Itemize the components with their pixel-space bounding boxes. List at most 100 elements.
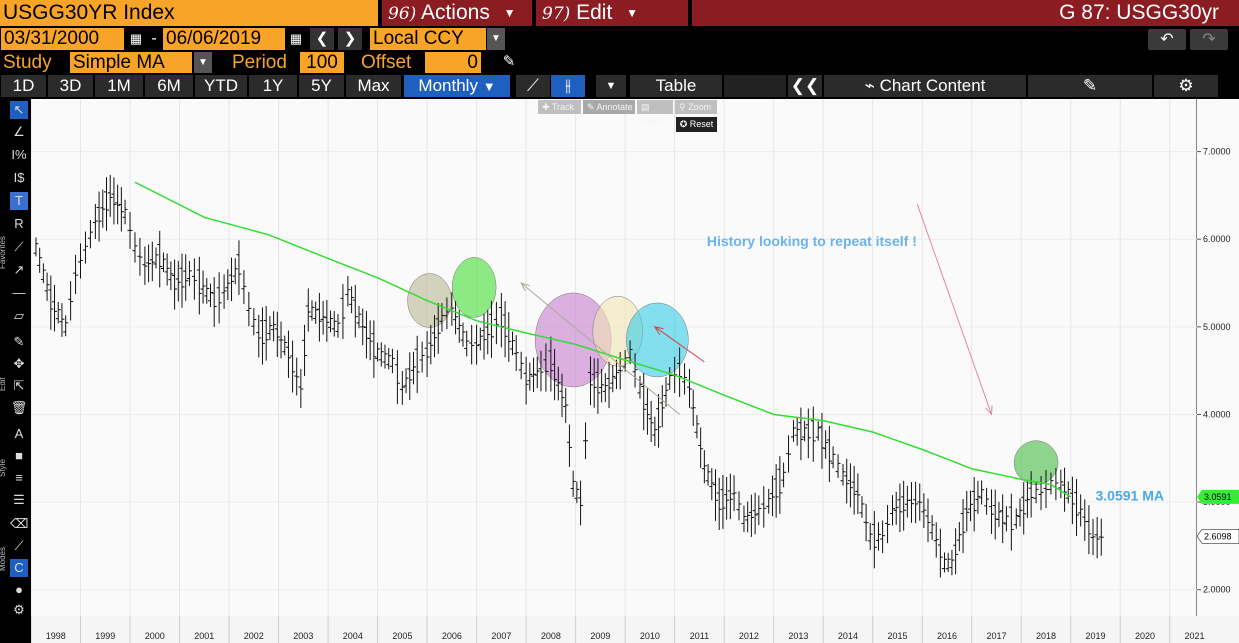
color-icon[interactable]: ●: [15, 582, 23, 597]
eraser-icon[interactable]: ⌫: [10, 516, 29, 531]
settings-small-icon[interactable]: ⚙: [13, 602, 25, 617]
x-tick-label: 2004: [343, 631, 363, 641]
offset-field[interactable]: 0: [425, 52, 481, 73]
moving-average-line: [134, 181, 1072, 498]
date-range-bar: 03/31/2000 ▦ - 06/06/2019 ▦ ❮ ❯ Local CC…: [0, 28, 1239, 50]
range-1m[interactable]: 1M: [95, 75, 143, 97]
study-dropdown[interactable]: ▼: [194, 52, 212, 73]
modes-label: Modes: [0, 546, 7, 571]
ma-label: 3.0591 MA: [1096, 487, 1164, 503]
font-icon[interactable]: A: [14, 426, 24, 441]
frequency-dropdown[interactable]: Monthly ▼: [404, 75, 510, 97]
table-button[interactable]: Table: [630, 75, 722, 97]
edit-menu[interactable]: 97) Edit ▼: [536, 0, 688, 26]
ray-icon[interactable]: ↗: [13, 262, 25, 277]
arrowhead: [520, 282, 530, 292]
range-ytd[interactable]: YTD: [195, 75, 247, 97]
x-tick-label: 1998: [46, 631, 66, 641]
period-label: Period: [232, 52, 287, 73]
undo-button[interactable]: ↶: [1148, 29, 1186, 50]
x-tick-label: 2006: [442, 631, 462, 641]
y-axis-svg: 7.00006.00005.00004.00003.00002.00003.05…: [1196, 147, 1239, 595]
x-tick-label: 2018: [1036, 631, 1056, 641]
actions-menu[interactable]: 96) Actions ▼: [382, 0, 532, 26]
previous-button[interactable]: ❮: [310, 28, 334, 50]
range-1y[interactable]: 1Y: [249, 75, 297, 97]
mode-c-icon[interactable]: C: [10, 559, 28, 577]
bar-chart-button[interactable]: ⫲: [551, 75, 585, 97]
last-price-tag: 2.6098: [1204, 531, 1232, 541]
next-button[interactable]: ❯: [338, 28, 362, 50]
actions-number: 96): [388, 4, 417, 24]
x-tick-label: 2021: [1185, 631, 1205, 641]
calendar-icon[interactable]: ▦: [129, 31, 143, 46]
zoom-button[interactable]: ⚲ Zoom: [675, 100, 717, 114]
chart-mode-toolbox: ✚ Track ✎ Annotate ▤ News ⚲ Zoom: [538, 99, 718, 126]
percent-icon[interactable]: I%: [11, 147, 27, 162]
chevron-down-icon: ▼: [605, 80, 617, 92]
x-tick-label: 2005: [392, 631, 412, 641]
calendar-icon[interactable]: ▦: [289, 31, 303, 46]
edit-chart-button[interactable]: ✎: [1028, 75, 1152, 97]
security-field[interactable]: USGG30YR Index: [0, 0, 378, 26]
redo-button[interactable]: ↷: [1190, 29, 1228, 50]
line-weight-icon[interactable]: ≡: [15, 470, 23, 485]
currency-field[interactable]: Local CCY: [370, 28, 486, 50]
chevron-down-icon: ▼: [626, 6, 639, 21]
line-draw-icon[interactable]: ∠: [13, 124, 25, 139]
cursor-icon[interactable]: ↖: [10, 101, 28, 119]
range-1d[interactable]: 1D: [1, 75, 46, 97]
reset-label: Reset: [689, 119, 714, 129]
chevron-down-icon: ▼: [482, 79, 496, 94]
x-tick-label: 2001: [194, 631, 214, 641]
x-tick-label: 2009: [590, 631, 610, 641]
news-button[interactable]: ▤ News: [637, 100, 673, 126]
actions-label: Actions: [420, 1, 490, 24]
offset-label: Offset: [361, 52, 412, 73]
study-type-field[interactable]: Simple MA: [70, 52, 192, 73]
period-field[interactable]: 100: [300, 52, 344, 73]
chart-type-dropdown[interactable]: ▼: [596, 75, 626, 97]
zoom-label: Zoom: [688, 102, 712, 112]
line-chart-button[interactable]: ⟋: [516, 75, 550, 97]
channel-icon[interactable]: ▱: [14, 308, 24, 323]
settings-button[interactable]: ⚙: [1154, 75, 1218, 97]
collapse-button[interactable]: ❮❮: [788, 75, 822, 97]
x-tick-label: 2017: [986, 631, 1006, 641]
select-icon[interactable]: ⇱: [13, 378, 25, 393]
chart-content-button[interactable]: ⌁ Chart Content: [824, 75, 1026, 97]
start-date-field[interactable]: 03/31/2000: [1, 28, 124, 50]
annotate-button[interactable]: ✎ Annotate: [583, 100, 635, 114]
annotation-arrow: [654, 326, 705, 363]
track-button[interactable]: ✚ Track: [538, 100, 581, 114]
currency-dropdown[interactable]: ▼: [487, 28, 505, 50]
ratio-icon[interactable]: R: [14, 216, 24, 231]
ma-price-tag: 3.0591: [1204, 492, 1232, 502]
end-date-field[interactable]: 06/06/2019: [163, 28, 285, 50]
trendline-icon[interactable]: ⟋: [14, 239, 24, 254]
news-label: News: [641, 116, 664, 126]
move-icon[interactable]: ✥: [13, 356, 25, 371]
dollar-icon[interactable]: I$: [13, 170, 25, 185]
chart-plot-area[interactable]: History looking to repeat itself ! 3.0591…: [30, 99, 1197, 616]
pencil-icon[interactable]: ✎: [502, 53, 516, 70]
reset-button[interactable]: ✪ Reset: [676, 117, 717, 132]
y-tick-label: 2.0000: [1203, 585, 1231, 595]
ruler-icon[interactable]: ⟋: [14, 538, 24, 553]
y-tick-label: 6.0000: [1203, 234, 1231, 244]
horizontal-line-icon[interactable]: —: [12, 285, 26, 300]
chevron-down-icon: ▼: [503, 6, 516, 21]
range-5y[interactable]: 5Y: [299, 75, 344, 97]
annotation-arrow: [520, 282, 680, 415]
x-tick-label: 2002: [244, 631, 264, 641]
pen-icon[interactable]: ✎: [13, 334, 25, 349]
x-tick-label: 2012: [739, 631, 759, 641]
range-6m[interactable]: 6M: [145, 75, 193, 97]
text-tool-icon[interactable]: T: [10, 192, 28, 210]
trash-icon[interactable]: 🗑: [10, 400, 28, 415]
range-3d[interactable]: 3D: [48, 75, 93, 97]
fill-icon[interactable]: ■: [15, 448, 23, 463]
x-tick-label: 2013: [788, 631, 808, 641]
range-max[interactable]: Max: [346, 75, 401, 97]
line-style-icon[interactable]: ☰: [13, 492, 25, 507]
